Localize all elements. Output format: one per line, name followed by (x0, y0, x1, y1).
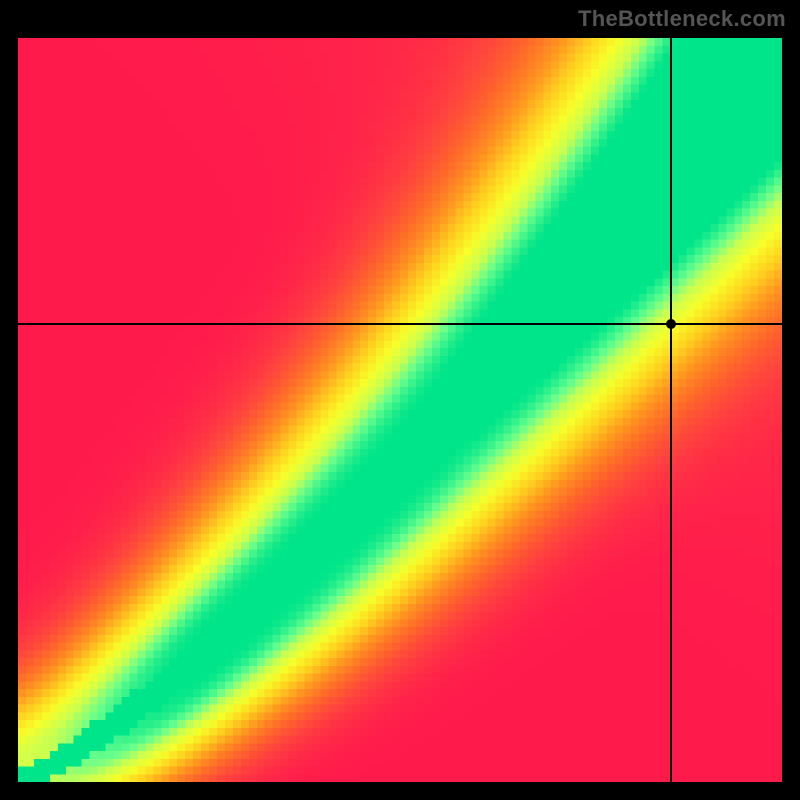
bottleneck-heatmap (18, 38, 782, 782)
chart-container: TheBottleneck.com (0, 0, 800, 800)
crosshair-vertical (670, 38, 672, 782)
watermark-text: TheBottleneck.com (578, 6, 786, 32)
